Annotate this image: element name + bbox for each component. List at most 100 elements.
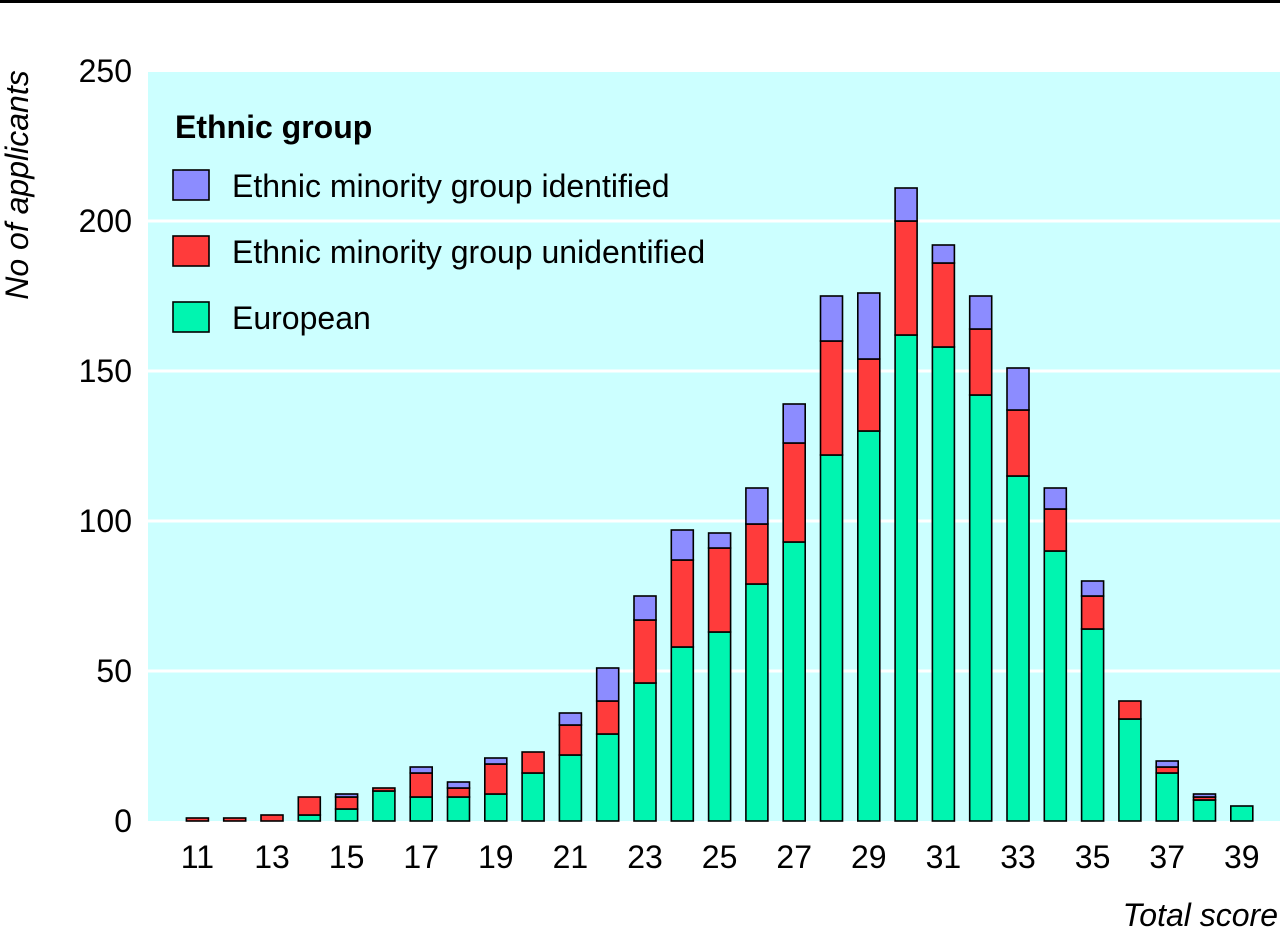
- bar-segment-identified: [1043, 487, 1068, 510]
- bar-segment-identified: [670, 529, 695, 561]
- bar-segment-unidentified: [558, 724, 583, 756]
- bar-segment-unidentified: [185, 817, 210, 822]
- bar-segment-identified: [633, 595, 657, 621]
- x-tick-label: 17: [403, 839, 439, 875]
- x-tick-label: 25: [702, 839, 738, 875]
- bar-segment-european: [782, 541, 807, 822]
- bar-segment-unidentified: [894, 220, 918, 336]
- bar-segment-european: [558, 754, 583, 822]
- x-tick-label: 11: [181, 839, 214, 875]
- bar-segment-unidentified: [931, 262, 956, 348]
- bar-segment-identified: [707, 532, 732, 549]
- bar-segment-identified: [745, 487, 769, 525]
- x-tick-label: 15: [329, 839, 365, 875]
- bar-segment-european: [931, 346, 956, 822]
- bar-segment-european: [968, 394, 993, 822]
- legend-swatch: [172, 235, 210, 267]
- bar-segment-unidentified: [968, 328, 993, 396]
- legend-label: European: [232, 300, 371, 336]
- y-tick-label: 100: [79, 503, 132, 539]
- bar-segment-european: [1230, 805, 1254, 822]
- bar-segment-european: [595, 733, 620, 822]
- legend: Ethnic group Ethnic minority group ident…: [172, 109, 705, 336]
- bar-segment-european: [1192, 799, 1217, 822]
- bar-segment-unidentified: [670, 559, 695, 648]
- x-tick-label: 29: [851, 839, 887, 875]
- y-tick-label: 0: [114, 803, 132, 839]
- legend-label: Ethnic minority group unidentified: [232, 234, 705, 270]
- bar-segment-european: [1006, 475, 1030, 822]
- bar-segment-european: [707, 631, 732, 822]
- bar-segment-unidentified: [260, 814, 284, 822]
- bar-segment-identified: [446, 781, 471, 789]
- bar-segment-identified: [931, 244, 956, 264]
- bar-segment-identified: [334, 793, 359, 798]
- bar-segment-identified: [1080, 580, 1105, 597]
- bar-segment-identified: [595, 667, 620, 702]
- bar-segment-unidentified: [372, 787, 396, 792]
- bar-segment-european: [409, 796, 434, 822]
- x-tick-label: 37: [1149, 839, 1185, 875]
- x-tick-label: 35: [1075, 839, 1111, 875]
- legend-title: Ethnic group: [175, 109, 372, 145]
- bar-segment-european: [297, 814, 322, 822]
- bar-segment-european: [1080, 628, 1105, 822]
- bar-segment-identified: [483, 757, 508, 765]
- bar-segment-european: [633, 682, 657, 822]
- bar-segment-identified: [968, 295, 993, 330]
- y-tick-label: 200: [79, 203, 132, 239]
- bar-segment-european: [334, 808, 359, 822]
- x-tick-label: 23: [627, 839, 663, 875]
- bar-segment-identified: [1155, 760, 1179, 768]
- bar-segment-unidentified: [856, 358, 881, 432]
- bar-segment-european: [1043, 550, 1068, 822]
- bar-segment-identified: [1006, 367, 1030, 411]
- bar-segment-identified: [409, 766, 434, 774]
- y-tick-label: 150: [79, 353, 132, 389]
- bar-segment-identified: [894, 187, 918, 222]
- bar-segment-unidentified: [1155, 766, 1179, 774]
- x-tick-labels: 11 13 15 17 19 21 23 25 27 29 31 33 35 37 39: [181, 839, 1260, 875]
- bar-segment-european: [1155, 772, 1179, 822]
- bar-segment-european: [745, 583, 769, 822]
- bar-segment-european: [670, 646, 695, 822]
- x-tick-label: 21: [553, 839, 589, 875]
- bar-segment-unidentified: [1118, 700, 1142, 720]
- bar-segment-unidentified: [633, 619, 657, 684]
- x-tick-label: 39: [1224, 839, 1260, 875]
- bar-segment-unidentified: [446, 787, 471, 798]
- bar-segment-european: [446, 796, 471, 822]
- legend-items: Ethnic minority group identified Ethnic m…: [172, 168, 705, 336]
- bar-segment-unidentified: [1006, 409, 1030, 477]
- bar-segment-unidentified: [745, 523, 769, 585]
- bar-segment-identified: [558, 712, 583, 726]
- bar-segment-european: [894, 334, 918, 822]
- bar-segment-unidentified: [1080, 595, 1105, 630]
- legend-label: Ethnic minority group identified: [232, 168, 670, 204]
- y-axis-title: No of applicants: [0, 70, 35, 299]
- bar-segment-identified: [819, 295, 844, 342]
- bar-segment-identified: [856, 292, 881, 360]
- x-tick-label: 27: [776, 839, 812, 875]
- y-tick-label: 250: [79, 53, 132, 89]
- bar-segment-european: [372, 790, 396, 822]
- x-tick-label: 31: [926, 839, 962, 875]
- x-tick-label: 33: [1000, 839, 1036, 875]
- bar-segment-identified: [782, 403, 807, 444]
- y-tick-labels: 0 50 100 150 200 250: [79, 53, 132, 839]
- legend-swatch: [172, 301, 210, 333]
- bar-segment-european: [483, 793, 508, 822]
- x-tick-label: 13: [254, 839, 290, 875]
- bar-segment-unidentified: [334, 796, 359, 810]
- bar-segment-unidentified: [222, 817, 247, 822]
- bar-segment-european: [819, 454, 844, 822]
- x-axis-title: Total score: [1123, 897, 1278, 930]
- bar-segment-unidentified: [595, 700, 620, 735]
- bar-segment-european: [521, 772, 545, 822]
- legend-swatch: [172, 169, 210, 201]
- bar-segment-european: [856, 430, 881, 822]
- bar-segment-european: [1118, 718, 1142, 822]
- bar-segment-unidentified: [1043, 508, 1068, 552]
- bars: [185, 187, 1254, 822]
